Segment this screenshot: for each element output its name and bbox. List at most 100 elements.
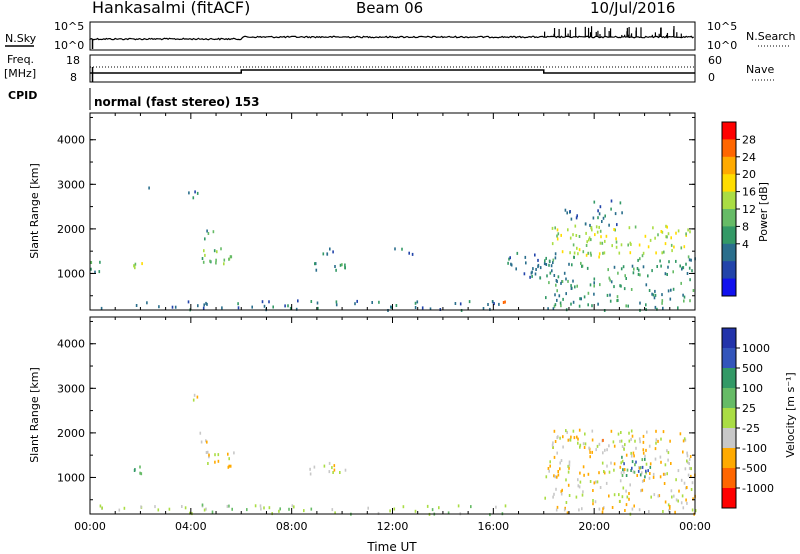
- range-cell: [641, 479, 644, 483]
- range-cell: [548, 469, 550, 473]
- range-cell: [578, 235, 581, 238]
- colorbar-swatch: [722, 261, 736, 280]
- range-cell: [578, 304, 581, 308]
- range-cell: [645, 448, 647, 452]
- range-cell: [589, 480, 592, 483]
- range-cell: [395, 304, 398, 307]
- power-ylabel: Slant Range [km]: [28, 163, 41, 259]
- range-cell: [625, 277, 627, 280]
- range-cell: [655, 441, 657, 445]
- range-cell: [589, 455, 591, 459]
- range-cell: [551, 242, 554, 246]
- range-cell: [656, 265, 658, 268]
- range-cell: [168, 507, 171, 511]
- range-cell: [601, 241, 604, 245]
- range-cell: [118, 508, 121, 512]
- range-cell: [590, 238, 592, 242]
- range-cell: [310, 300, 313, 303]
- range-cell: [677, 469, 680, 473]
- range-cell: [591, 304, 593, 308]
- range-cell: [625, 503, 628, 507]
- station-title: Hankasalmi (fitACF): [92, 0, 250, 17]
- range-cell: [394, 247, 396, 251]
- range-cell: [230, 255, 233, 259]
- range-cell: [625, 474, 628, 477]
- colorbar-swatch: [722, 243, 736, 262]
- range-cell: [421, 306, 424, 310]
- range-cell: [632, 470, 635, 474]
- range-cell: [634, 439, 636, 443]
- range-cell: [573, 255, 575, 259]
- range-cell: [94, 270, 96, 274]
- range-cell: [562, 297, 564, 301]
- range-cell: [557, 473, 560, 477]
- range-cell: [576, 284, 578, 288]
- colorbar-swatch: [722, 174, 736, 193]
- range-cell: [197, 304, 199, 308]
- range-cell: [291, 504, 294, 508]
- range-cell: [648, 289, 651, 292]
- range-cell: [295, 307, 298, 311]
- range-cell: [254, 504, 257, 508]
- range-cell: [654, 447, 657, 451]
- range-cell: [568, 466, 570, 470]
- range-cell: [553, 429, 556, 433]
- colorbar-tick-label: -1000: [742, 482, 774, 495]
- range-cell: [670, 236, 672, 240]
- range-cell: [608, 444, 610, 448]
- range-cell: [577, 478, 579, 482]
- range-cell: [323, 464, 326, 468]
- range-cell: [279, 507, 281, 511]
- range-cell: [628, 226, 631, 230]
- range-cell: [681, 494, 684, 498]
- range-cell: [599, 283, 601, 287]
- range-cell: [326, 252, 329, 256]
- range-cell: [649, 465, 652, 469]
- range-cell: [606, 448, 608, 452]
- range-cell: [570, 302, 572, 306]
- range-cell: [612, 440, 615, 444]
- range-cell: [659, 475, 662, 479]
- range-cell: [677, 229, 680, 233]
- range-cell: [603, 471, 606, 475]
- range-cell: [574, 224, 577, 228]
- range-cell: [529, 275, 531, 279]
- range-cell: [573, 251, 576, 255]
- colorbar-tick-label: 25: [742, 402, 756, 415]
- range-cell: [556, 237, 559, 241]
- range-cell: [510, 263, 513, 267]
- range-cell: [598, 507, 601, 511]
- y-tick-label: 2000: [57, 427, 85, 440]
- range-cell: [576, 435, 578, 439]
- range-cell: [621, 455, 623, 459]
- range-cell: [203, 508, 206, 512]
- range-cell: [559, 436, 561, 440]
- range-cell: [598, 255, 600, 259]
- range-cell: [645, 303, 647, 307]
- range-cell: [208, 455, 210, 459]
- range-cell: [572, 233, 574, 237]
- nsearch-label: N.Search: [746, 30, 796, 43]
- range-cell: [416, 300, 419, 304]
- range-cell: [630, 454, 633, 458]
- range-cell: [560, 492, 563, 496]
- x-tick-label: 12:00: [377, 520, 409, 533]
- range-cell: [677, 499, 679, 503]
- range-cell: [599, 229, 602, 233]
- colorbar-tick-label: 4: [742, 238, 749, 251]
- range-cell: [344, 266, 346, 270]
- range-cell: [544, 496, 546, 500]
- range-cell: [591, 450, 593, 454]
- range-cell: [556, 505, 559, 509]
- range-cell: [644, 475, 646, 479]
- range-cell: [561, 488, 563, 492]
- range-cell: [631, 460, 634, 464]
- range-cell: [205, 439, 207, 443]
- colorbar-tick-label: 1000: [742, 342, 770, 355]
- range-cell: [414, 301, 417, 305]
- cpid-label: CPID: [8, 89, 37, 102]
- range-cell: [664, 472, 666, 476]
- range-cell: [580, 261, 582, 265]
- range-cell: [631, 507, 634, 511]
- range-cell: [552, 261, 554, 264]
